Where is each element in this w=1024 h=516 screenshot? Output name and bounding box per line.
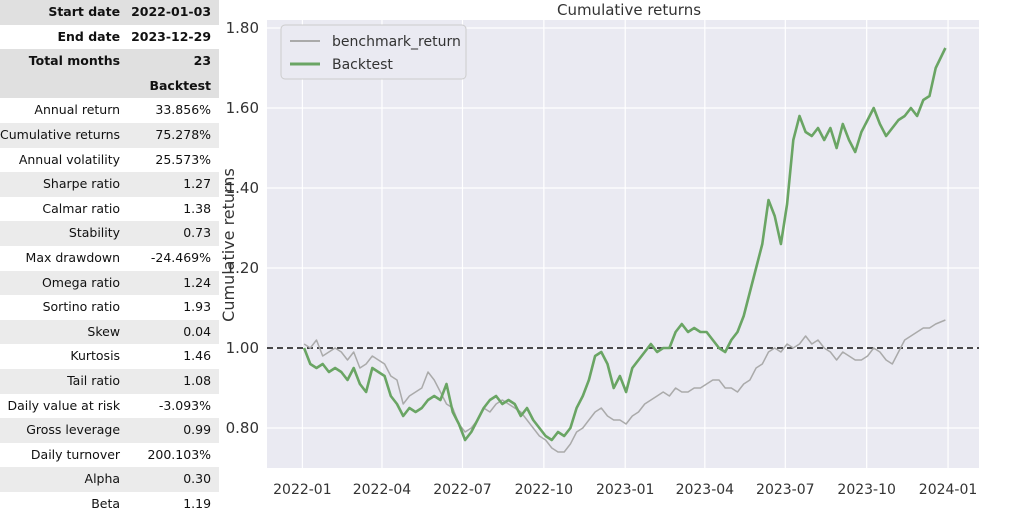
metric-label: Beta [91,495,121,511]
y-tick-label: 0.80 [226,419,259,437]
metric-value: 33.856% [155,102,212,118]
metric-label: Daily turnover [30,446,121,462]
metric-row: Kurtosis 1.46 [0,344,219,369]
summary-label: End date [57,28,121,44]
metric-label: Kurtosis [70,348,121,364]
metric-label: Alpha [0,467,132,492]
metric-label: Daily value at risk [7,397,121,413]
metric-value: 1.19 [183,495,212,511]
summary-label: Start date [0,0,132,25]
column-header-value: Backtest [131,73,220,99]
x-tick-label: 2024-01 [919,482,978,498]
metric-row: Calmar ratio 1.38 [0,197,219,222]
metric-value: 1.24 [131,270,220,296]
plot-background [267,20,979,468]
grid-lines [267,20,979,468]
metric-value: 1.38 [183,200,212,216]
summary-row: Total months 23 [0,49,220,74]
metric-value: 200.103% [147,446,212,462]
metric-value: 0.04 [131,319,220,345]
y-tick-label: 1.40 [226,179,259,197]
x-tick-labels: 2022-01 2022-04 2022-07 2022-10 2023-01 2023-… [273,482,977,498]
x-tick-label: 2023-04 [676,482,735,498]
summary-label: Total months [0,49,132,74]
column-header-row: Backtest [0,73,220,99]
metric-row: Annual volatility 25.573% [0,148,219,173]
legend: benchmark_return Backtest [280,24,467,80]
metric-row: Alpha 0.30 [0,467,220,492]
metric-value: 75.278% [131,122,220,148]
metric-row: Skew 0.04 [0,319,220,345]
metric-row: Max drawdown -24.469% [0,246,219,271]
metric-value: -24.469% [150,249,212,265]
metric-value: 0.99 [131,418,220,443]
series-line-benchmark [303,319,946,453]
summary-value: 23 [131,49,220,74]
metric-row: Tail ratio 1.08 [0,368,220,394]
series-line-backtest [302,47,947,442]
metric-value: 25.573% [155,151,212,167]
metric-label: Annual return [34,102,121,118]
summary-row: End date 2023-12-29 [0,25,219,50]
summary-value: 2023-12-29 [131,28,212,44]
metric-row: Gross leverage 0.99 [0,418,220,443]
metric-label: Omega ratio [0,270,132,296]
metric-row: Sharpe ratio 1.27 [0,172,220,197]
metric-label: Cumulative returns [0,122,132,148]
metric-row: Cumulative returns 75.278% [0,122,220,148]
y-tick-label: 1.00 [226,339,259,357]
x-tick-label: 2022-10 [515,482,574,498]
metric-row: Annual return 33.856% [0,98,219,123]
y-tick-label: 1.60 [226,99,259,117]
metric-label: Calmar ratio [42,200,121,216]
metric-value: 1.08 [131,368,220,394]
y-tick-labels: 0.80 1.00 1.20 1.40 1.60 1.80 [226,19,259,437]
chart-title: Cumulative returns [557,1,701,19]
metric-row: Sortino ratio 1.93 [0,295,219,320]
legend-box [280,24,467,80]
x-tick-label: 2023-07 [756,482,815,498]
metric-row: Omega ratio 1.24 [0,270,220,296]
x-tick-label: 2023-10 [837,482,896,498]
series-lines [302,47,947,453]
y-tick-label: 1.20 [226,259,259,277]
metric-value: 0.73 [131,221,220,246]
metric-label: Gross leverage [0,418,132,443]
metric-row: Daily turnover 200.103% [0,443,219,468]
legend-label-benchmark: benchmark_return [332,34,461,50]
metric-label: Annual volatility [18,151,121,167]
x-tick-label: 2022-07 [433,482,492,498]
metric-label: Tail ratio [0,368,132,394]
metric-row: Stability 0.73 [0,221,220,246]
metric-label: Sortino ratio [42,299,121,315]
summary-value: 2022-01-03 [131,0,220,25]
metric-value: -3.093% [158,397,212,413]
column-header-label [0,73,132,99]
metric-value: 0.30 [131,467,220,492]
legend-label-backtest: Backtest [332,57,393,73]
metric-label: Max drawdown [25,249,121,265]
metric-value: 1.27 [131,172,220,197]
y-axis-label: Cumulative returns [219,168,238,322]
summary-row: Start date 2022-01-03 [0,0,220,25]
metric-label: Stability [0,221,132,246]
metric-label: Skew [0,319,132,345]
x-tick-label: 2023-01 [596,482,655,498]
metric-value: 1.46 [183,348,212,364]
cumulative-returns-chart: Cumulative returns 0.80 1.00 1.20 1.40 1.60 1… [219,1,979,498]
x-tick-label: 2022-01 [273,482,332,498]
stats-table: Start date 2022-01-03 End date 2023-12-29 To… [0,0,220,516]
metric-value: 1.93 [183,299,212,315]
metric-row: Beta 1.19 [0,492,219,516]
y-tick-label: 1.80 [226,19,259,37]
metric-row: Daily value at risk -3.093% [0,394,219,419]
metric-label: Sharpe ratio [0,172,132,197]
x-tick-label: 2022-04 [353,482,412,498]
